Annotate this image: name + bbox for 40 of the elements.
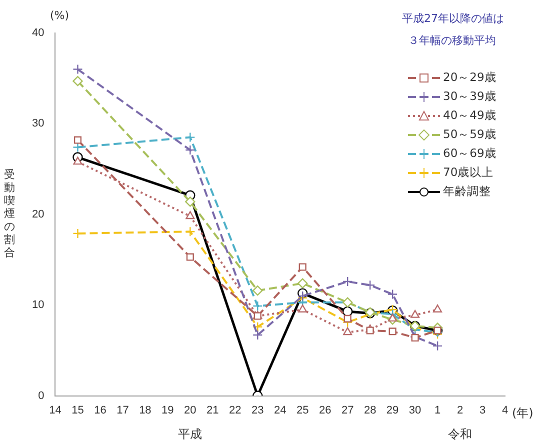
x-tick-label: 2 xyxy=(456,404,464,416)
x-tick-label: 4 xyxy=(502,404,508,416)
legend-label: 20～29歳 xyxy=(443,70,496,85)
x-tick-label: 16 xyxy=(94,404,106,416)
y-tick-label: 20 xyxy=(32,208,44,220)
legend-label: 年齢調整 xyxy=(443,184,491,199)
legend-label: 70歳以上 xyxy=(443,165,494,180)
x-tick-label: 23 xyxy=(252,404,264,416)
x-tick-label: 17 xyxy=(116,404,129,416)
y-tick-label: 30 xyxy=(32,118,44,130)
x-tick-label: 15 xyxy=(72,404,84,416)
x-tick-label: 28 xyxy=(364,404,376,416)
y-tick-label: 10 xyxy=(32,299,44,312)
x-tick-label: 26 xyxy=(318,404,332,416)
legend-label: 50～59歳 xyxy=(443,127,496,142)
text: 平成 xyxy=(178,426,202,443)
x-tick-label: 25 xyxy=(296,404,309,416)
x-tick-label: 14 xyxy=(49,404,62,416)
x-tick-label: 29 xyxy=(386,404,399,416)
x-tick-label: 30 xyxy=(408,404,422,416)
x-tick-label: 20 xyxy=(184,404,196,416)
x-tick-label: 24 xyxy=(274,404,286,416)
legend-label: 30～39歳 xyxy=(443,89,496,104)
x-tick-label: 18 xyxy=(139,404,152,416)
x-tick-label: 3 xyxy=(479,404,486,416)
x-tick-label: 22 xyxy=(229,404,242,416)
y-tick-label: 40 xyxy=(32,27,44,40)
text: 令和 xyxy=(448,426,472,443)
x-tick-label: 27 xyxy=(341,404,354,416)
x-tick-label: 19 xyxy=(162,404,174,416)
y-tick-label: 0 xyxy=(38,390,44,402)
text: (%) xyxy=(50,9,70,22)
x-tick-label: 1 xyxy=(434,404,441,416)
text: 平成27年以降の値は xyxy=(402,11,504,26)
legend-label: 60～69歳 xyxy=(443,146,496,161)
x-tick-label: 21 xyxy=(206,404,219,416)
legend-label: 40～49歳 xyxy=(443,108,496,123)
x-axis-title: (年) xyxy=(512,405,534,422)
annotation: ３年幅の移動平均 xyxy=(408,33,496,48)
y-axis-title: 受動喫煙の割合 xyxy=(4,168,16,259)
